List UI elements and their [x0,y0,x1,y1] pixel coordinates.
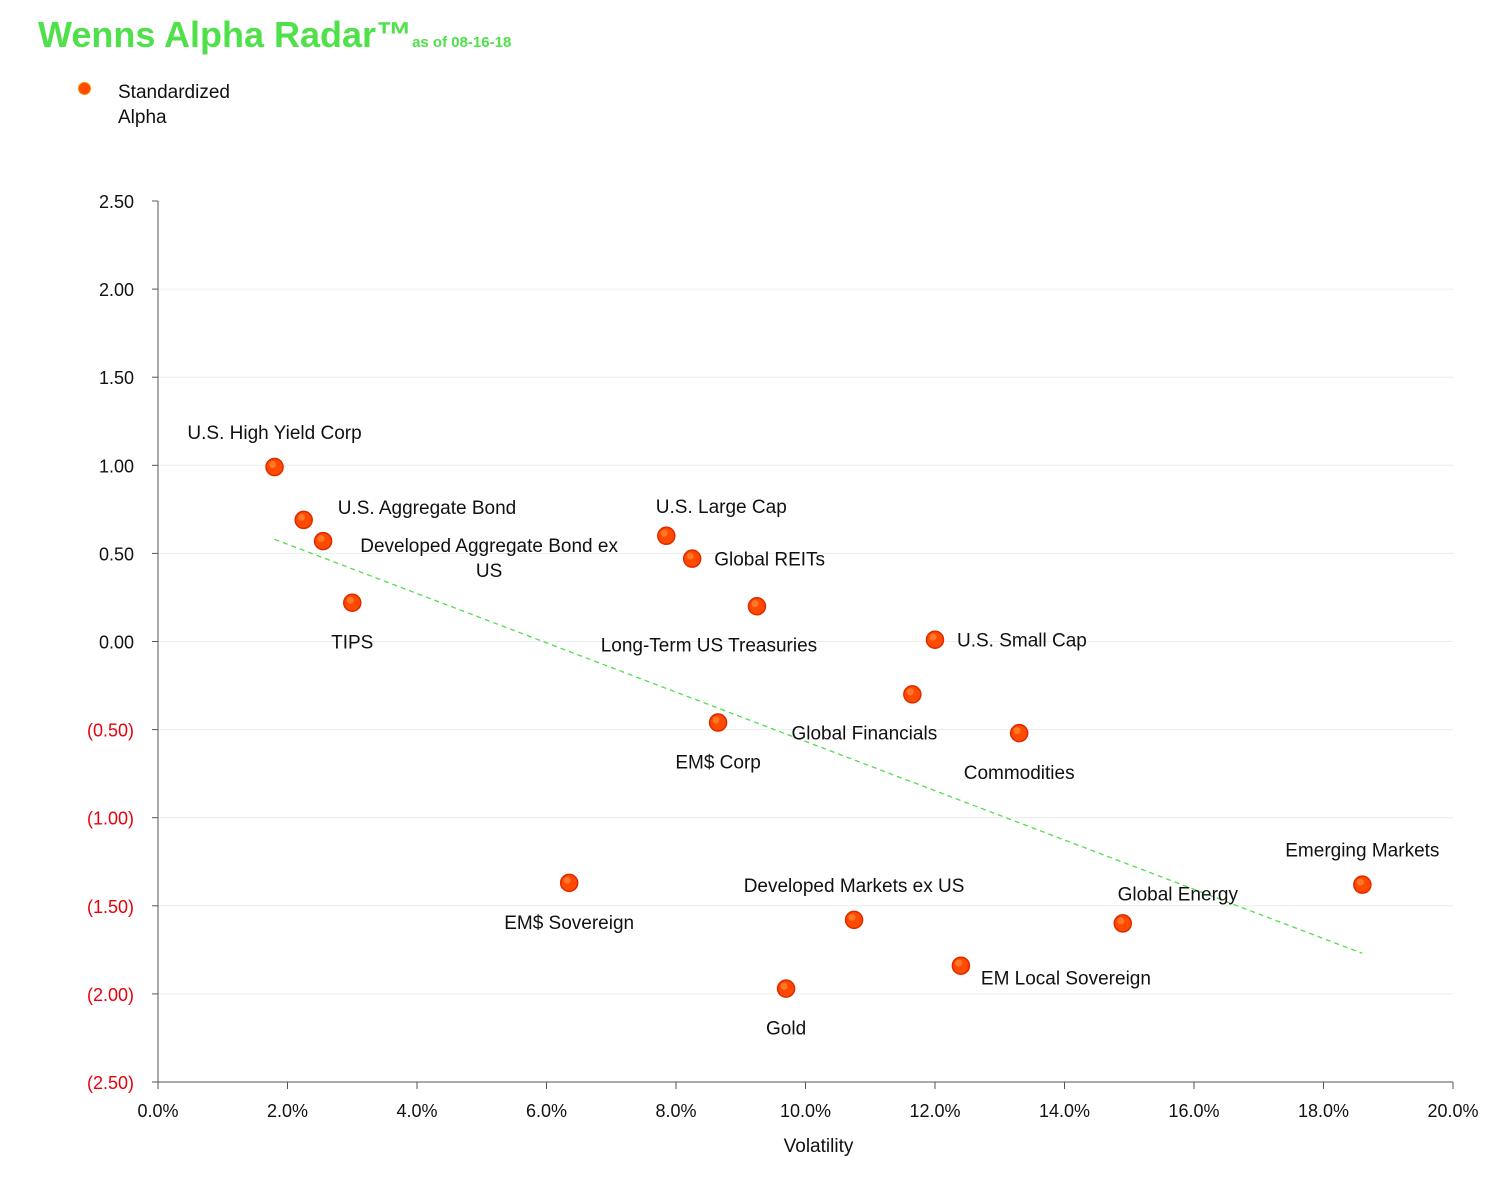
y-tick-label: 1.00 [99,456,134,476]
point-label: EM Local Sovereign [981,969,1151,990]
data-point-highlight [563,876,571,884]
point-label: EM$ Sovereign [504,913,634,934]
data-point-highlight [712,716,720,724]
data-point-highlight [1356,878,1364,886]
data-point-highlight [780,982,788,990]
y-tick-label: 2.50 [99,192,134,212]
x-tick-label: 12.0% [909,1101,960,1121]
data-point-highlight [929,633,937,641]
point-label: Developed Aggregate Bond ex [360,536,618,557]
point-label: EM$ Corp [675,753,761,774]
y-tick-label: 1.50 [99,368,134,388]
y-tick-label: (0.50) [87,721,134,741]
point-label: U.S. Aggregate Bond [338,498,517,519]
point-label: Global Energy [1118,884,1239,905]
y-tick-label: 2.00 [99,280,134,300]
y-tick-label: 0.00 [99,633,134,653]
x-tick-label: 2.0% [267,1101,308,1121]
legend-marker-icon [78,82,91,95]
point-label: US [476,561,502,582]
y-tick-label: (2.00) [87,985,134,1005]
point-label: TIPS [331,633,373,654]
chart-title-main: Wenns Alpha Radar™ [38,14,413,55]
data-point-highlight [269,461,277,469]
data-point-highlight [660,529,668,537]
x-tick-label: 16.0% [1168,1101,1219,1121]
data-point-highlight [848,913,856,921]
point-label: U.S. Large Cap [656,497,787,518]
legend-label: Standardized Alpha [118,82,230,128]
x-tick-label: 20.0% [1427,1101,1478,1121]
point-label: Gold [766,1019,806,1040]
y-tick-label: (2.50) [87,1073,134,1093]
y-tick-label: (1.50) [87,897,134,917]
x-tick-label: 4.0% [396,1101,437,1121]
data-point-highlight [346,596,354,604]
point-label: Emerging Markets [1285,841,1439,862]
data-point-highlight [686,552,694,560]
data-point-highlight [1013,727,1021,735]
data-point-highlight [955,959,963,967]
x-tick-label: 14.0% [1039,1101,1090,1121]
x-tick-label: 18.0% [1298,1101,1349,1121]
data-point-highlight [906,688,914,696]
chart-title: Wenns Alpha Radar™as of 08-16-18 [38,14,511,56]
point-label: U.S. Small Cap [957,631,1087,652]
trendline [274,538,1363,954]
point-label: Global REITs [714,550,825,571]
x-axis-title: Volatility [784,1136,854,1157]
y-tick-label: 0.50 [99,544,134,564]
x-tick-label: 10.0% [780,1101,831,1121]
point-label: Long-Term US Treasuries [601,635,817,656]
data-point-highlight [751,600,759,608]
y-tick-label: (1.00) [87,809,134,829]
point-label: Developed Markets ex US [744,876,965,897]
data-point-highlight [1117,917,1125,925]
data-point-highlight [298,513,306,521]
x-tick-label: 0.0% [137,1101,178,1121]
x-tick-label: 6.0% [526,1101,567,1121]
data-point-highlight [317,535,325,543]
point-label: U.S. High Yield Corp [187,423,361,444]
x-tick-label: 8.0% [655,1101,696,1121]
chart-subtitle-date: as of 08-16-18 [412,34,512,51]
point-label: Commodities [964,763,1075,784]
point-label: Global Financials [791,723,937,744]
